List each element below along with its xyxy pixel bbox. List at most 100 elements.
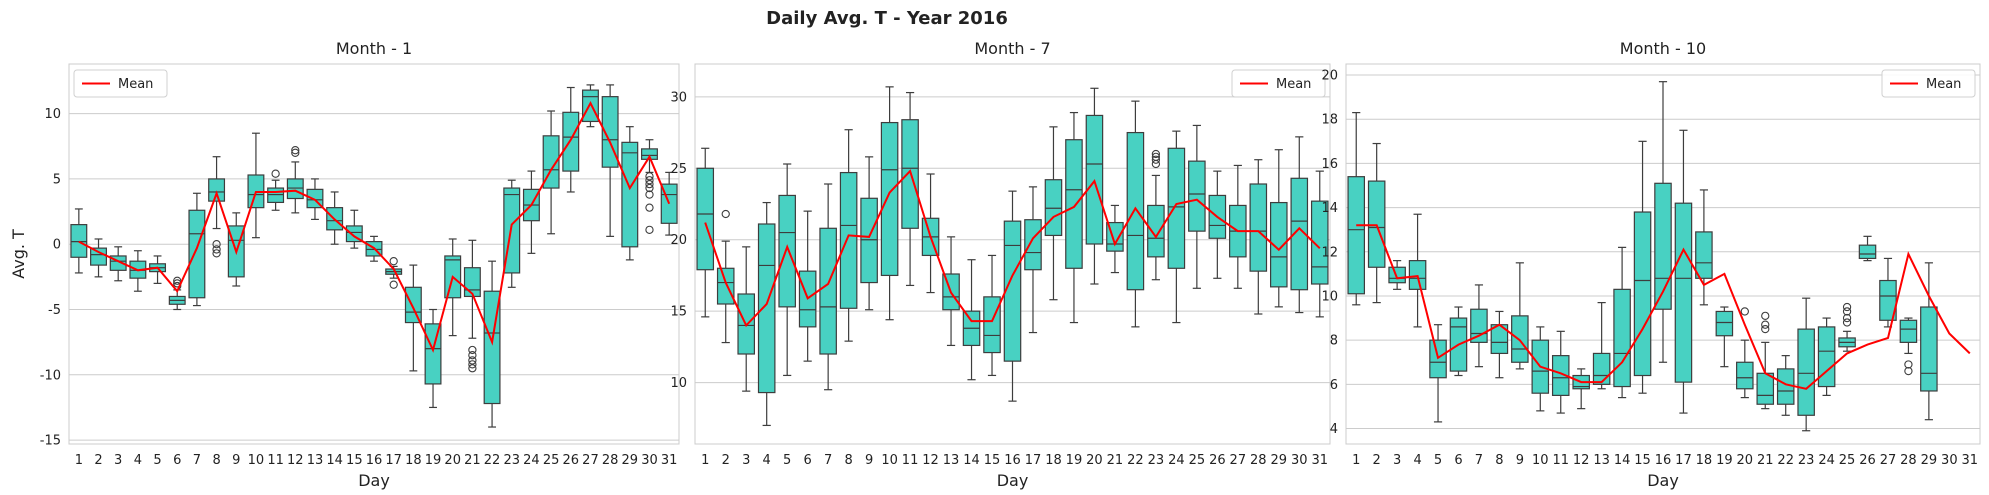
x-tick-label: 23 <box>1798 453 1815 468</box>
x-tick-label: 26 <box>563 453 580 468</box>
x-tick-label: 14 <box>963 453 980 468</box>
y-tick-label: 18 <box>1321 113 1338 128</box>
y-tick-label: 10 <box>1321 289 1338 304</box>
box-day-23 <box>503 179 521 288</box>
box-day-27 <box>581 84 599 128</box>
box-iqr <box>1367 180 1386 268</box>
box-iqr <box>581 89 599 123</box>
figure-title: Daily Avg. T - Year 2016 <box>766 8 1008 29</box>
box-iqr <box>696 167 715 271</box>
box-day-15 <box>1633 140 1652 394</box>
y-tick-label: 16 <box>1321 157 1338 172</box>
box-day-27 <box>1879 257 1897 328</box>
x-tick-label: 15 <box>1634 453 1651 468</box>
y-tick-label: 20 <box>1321 69 1338 84</box>
box-day-5 <box>1429 324 1447 423</box>
x-tick-label: 22 <box>1777 453 1794 468</box>
subplot-title: Month - 10 <box>1620 39 1706 58</box>
y-tick-label: -5 <box>48 303 61 318</box>
outlier-point <box>468 364 477 373</box>
box-day-24 <box>522 170 540 254</box>
x-axis-label: Day <box>358 471 390 490</box>
box-day-11 <box>1551 330 1570 414</box>
y-tick-label: 0 <box>53 238 61 253</box>
outlier-point <box>645 183 654 193</box>
outlier-point <box>468 356 477 365</box>
box-iqr <box>188 209 206 299</box>
outlier-point <box>1842 302 1852 312</box>
box-iqr <box>1674 202 1693 383</box>
box-day-6 <box>168 276 186 311</box>
x-tick-label: 10 <box>1532 453 1549 468</box>
box-iqr <box>1797 328 1815 416</box>
y-tick-label: 6 <box>1330 378 1338 393</box>
box-iqr <box>778 194 796 308</box>
outlier-point <box>1842 318 1852 327</box>
box-iqr <box>1347 176 1366 295</box>
outlier-point <box>389 280 398 289</box>
box-day-5 <box>778 163 796 377</box>
box-day-17 <box>385 257 403 289</box>
box-day-20 <box>1085 87 1104 285</box>
box-iqr <box>1756 372 1775 405</box>
x-tick-label: 22 <box>1127 453 1144 468</box>
x-tick-label: 11 <box>267 453 284 468</box>
x-tick-label: 8 <box>212 453 220 468</box>
box-day-4 <box>1408 213 1427 328</box>
outlier-point <box>271 169 280 178</box>
box-iqr <box>1592 352 1611 385</box>
x-tick-label: 8 <box>844 453 852 468</box>
x-tick-label: 30 <box>641 453 658 468</box>
box-iqr <box>1408 260 1427 290</box>
x-tick-label: 20 <box>1086 453 1103 468</box>
box-day-10 <box>247 132 265 239</box>
legend-mean-label: Mean <box>1276 77 1311 92</box>
x-tick-label: 19 <box>1716 453 1733 468</box>
box-iqr <box>1858 244 1877 260</box>
x-tick-label: 26 <box>1209 453 1226 468</box>
x-tick-label: 28 <box>602 453 619 468</box>
outlier-point <box>1151 152 1161 162</box>
box-day-25 <box>1838 302 1856 352</box>
legend-frame <box>1231 69 1326 98</box>
x-tick-label: 12 <box>922 453 939 468</box>
x-tick-label: 2 <box>94 453 102 468</box>
y-tick-label: 5 <box>53 172 61 187</box>
x-tick-label: 19 <box>1066 453 1083 468</box>
x-tick-label: 27 <box>1230 453 1247 468</box>
x-tick-label: 21 <box>1107 453 1124 468</box>
box-day-2 <box>716 209 735 344</box>
box-day-20 <box>444 238 462 337</box>
box-iqr <box>90 247 107 266</box>
box-day-30 <box>641 139 658 234</box>
outlier-point <box>1904 366 1913 376</box>
box-day-28 <box>601 84 619 237</box>
x-tick-label: 17 <box>1675 453 1692 468</box>
x-axis-label: Day <box>997 471 1029 490</box>
y-tick-label: -15 <box>40 434 61 449</box>
box-iqr <box>1249 183 1268 272</box>
y-tick-label: 10 <box>670 376 687 391</box>
box-day-28 <box>1249 159 1268 315</box>
box-iqr <box>1613 288 1631 388</box>
x-tick-label: 25 <box>1839 453 1856 468</box>
x-tick-label: 17 <box>385 453 402 468</box>
x-tick-label: 8 <box>1495 453 1503 468</box>
box-iqr <box>1147 204 1165 258</box>
x-tick-label: 13 <box>1593 453 1610 468</box>
outlier-point <box>645 225 654 234</box>
box-day-16 <box>1654 81 1672 363</box>
x-tick-label: 1 <box>1352 453 1360 468</box>
box-day-18 <box>404 264 422 372</box>
y-tick-label: -10 <box>40 368 61 383</box>
x-tick-label: 25 <box>1189 453 1206 468</box>
box-day-1 <box>1347 112 1366 306</box>
box-iqr <box>1290 177 1309 291</box>
box-day-12 <box>286 146 304 214</box>
box-day-13 <box>306 178 324 220</box>
x-tick-label: 24 <box>1168 453 1185 468</box>
outlier-point <box>468 345 477 355</box>
box-day-25 <box>542 110 560 235</box>
legend: Mean <box>73 69 168 98</box>
box-iqr <box>1899 319 1918 343</box>
